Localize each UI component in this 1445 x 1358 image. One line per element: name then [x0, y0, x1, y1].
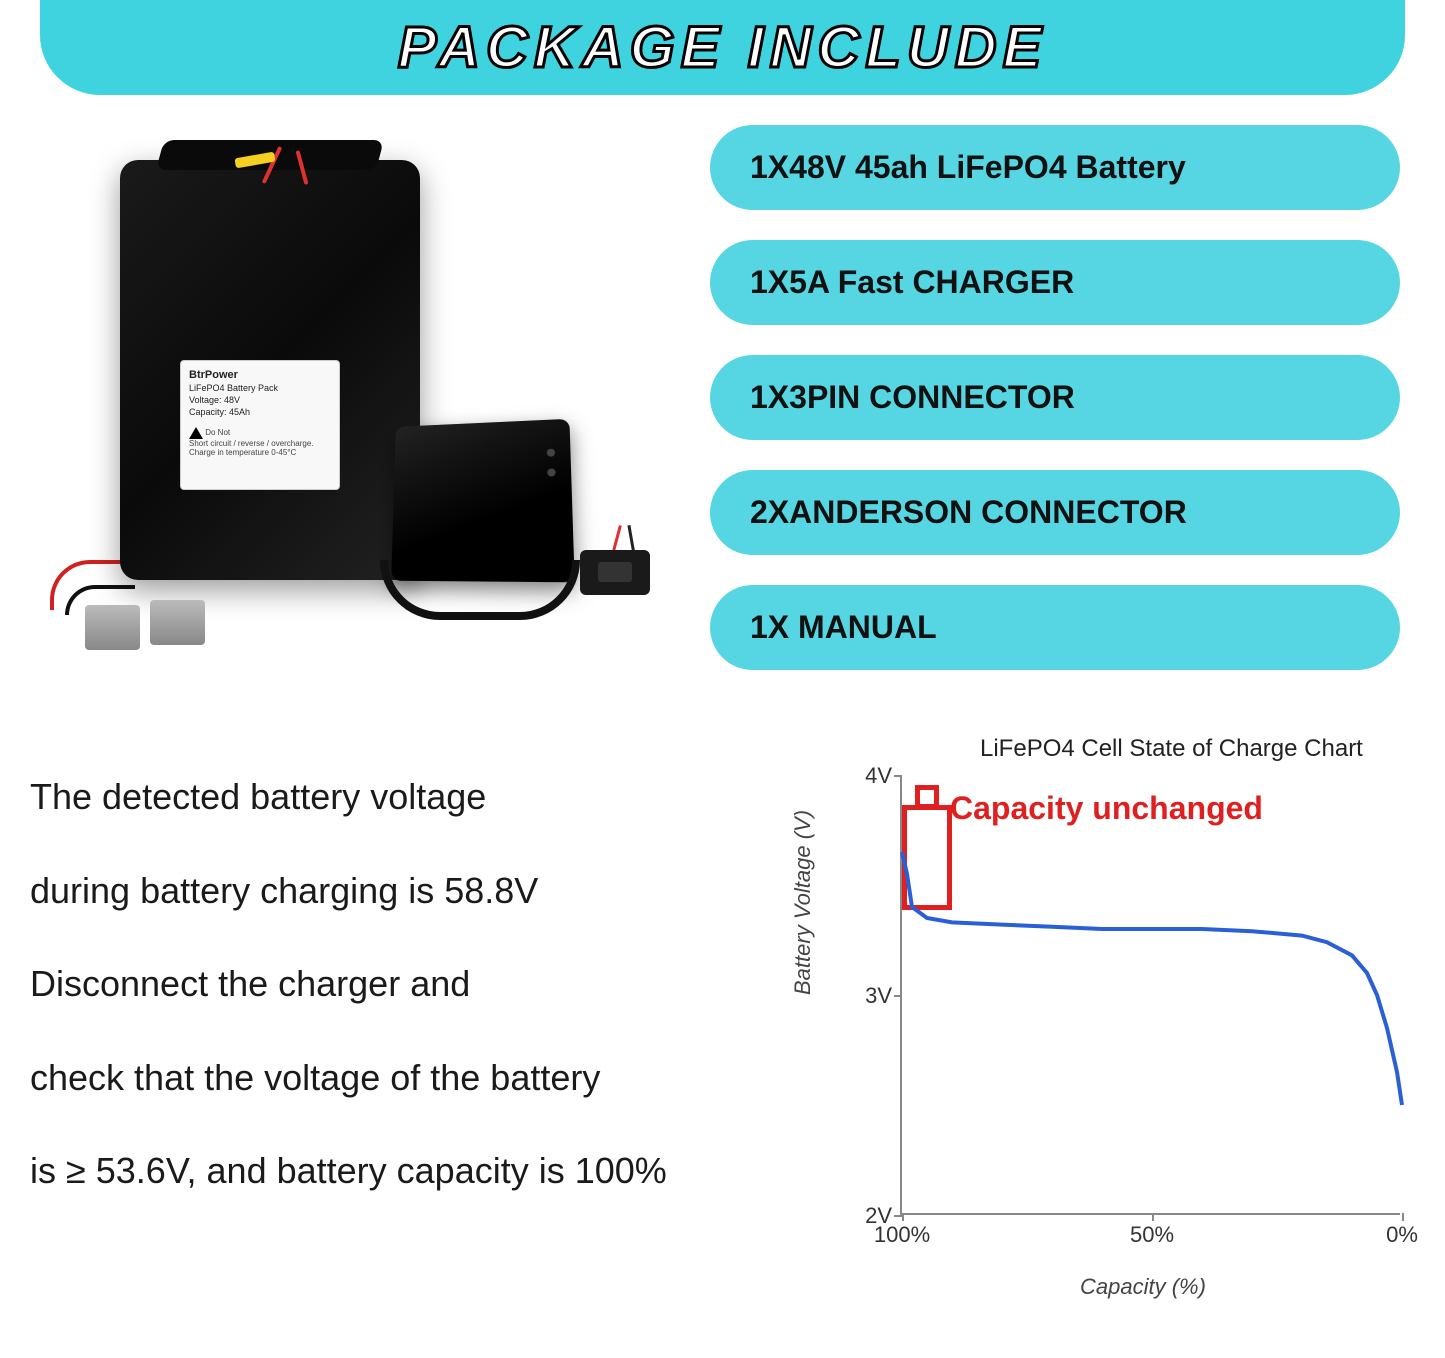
three-pin-connector [580, 550, 650, 595]
package-item: 1X48V 45ah LiFePO4 Battery [710, 125, 1400, 210]
battery-wire [296, 150, 309, 185]
battery-label-brand: BtrPower [189, 369, 331, 381]
charger-led [547, 468, 555, 476]
chart-y-tick [894, 995, 902, 997]
battery-label: BtrPower LiFePO4 Battery Pack Voltage: 4… [180, 360, 340, 490]
battery-pack: BtrPower LiFePO4 Battery Pack Voltage: 4… [120, 160, 420, 580]
description-line: check that the voltage of the battery [30, 1031, 780, 1125]
package-item: 1X MANUAL [710, 585, 1400, 670]
anderson-connector [85, 605, 140, 650]
chart-plot-area: 2V3V4V 100%50%0% [900, 775, 1400, 1215]
chart-line-path [902, 852, 1402, 1105]
soc-chart: LiFePO4 Cell State of Charge Chart Batte… [810, 735, 1420, 1295]
product-image: BtrPower LiFePO4 Battery Pack Voltage: 4… [20, 130, 680, 680]
battery-warn-text: Short circuit / reverse / overcharge. Ch… [189, 439, 331, 457]
chart-line [902, 775, 1402, 1215]
charger-cable [380, 560, 580, 620]
chart-y-tick-label: 4V [852, 763, 892, 789]
package-item: 1X3PIN CONNECTOR [710, 355, 1400, 440]
battery-label-line: Voltage: 48V [189, 395, 331, 405]
package-items-list: 1X48V 45ah LiFePO4 Battery 1X5A Fast CHA… [710, 125, 1400, 670]
description-line: during battery charging is 58.8V [30, 844, 780, 938]
warning-icon [189, 427, 203, 439]
battery-label-line: LiFePO4 Battery Pack [189, 383, 331, 393]
chart-x-tick [1402, 1213, 1404, 1221]
page-title: PACKAGE INCLUDE [398, 14, 1048, 81]
anderson-connector [150, 600, 205, 645]
chart-x-axis-label: Capacity (%) [1080, 1274, 1206, 1300]
charger-brick [391, 419, 575, 583]
package-item: 2XANDERSON CONNECTOR [710, 470, 1400, 555]
description-line: The detected battery voltage [30, 750, 780, 844]
chart-x-tick-label: 0% [1386, 1222, 1418, 1248]
chart-x-tick-label: 50% [1130, 1222, 1174, 1248]
description-line: is ≥ 53.6V, and battery capacity is 100% [30, 1124, 780, 1218]
description-line: Disconnect the charger and [30, 937, 780, 1031]
header-band: PACKAGE INCLUDE [40, 0, 1405, 95]
battery-label-line: Capacity: 45Ah [189, 407, 331, 417]
battery-label-warn: Do Not Short circuit / reverse / overcha… [189, 427, 331, 457]
chart-x-tick-label: 100% [874, 1222, 930, 1248]
chart-y-axis-label: Battery Voltage (V) [790, 810, 816, 995]
charger-led [547, 449, 555, 457]
package-item: 1X5A Fast CHARGER [710, 240, 1400, 325]
description-text: The detected battery voltage during batt… [30, 750, 780, 1218]
chart-y-tick [894, 775, 902, 777]
battery-warn-title: Do Not [205, 428, 230, 437]
chart-y-tick [894, 1215, 902, 1217]
chart-y-tick-label: 3V [852, 983, 892, 1009]
chart-title: LiFePO4 Cell State of Charge Chart [980, 735, 1363, 763]
